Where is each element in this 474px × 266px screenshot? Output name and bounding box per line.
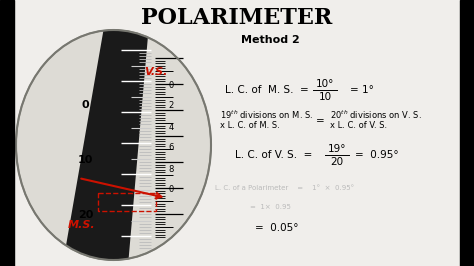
Polygon shape [64, 30, 148, 260]
Text: =  0.95°: = 0.95° [355, 150, 399, 160]
Text: 4: 4 [169, 123, 174, 131]
Text: 2: 2 [169, 102, 174, 110]
Text: 0: 0 [169, 81, 174, 89]
Ellipse shape [16, 30, 211, 260]
Text: $19^{th}$ divisions on M. S.: $19^{th}$ divisions on M. S. [220, 109, 313, 121]
Text: 8: 8 [169, 164, 174, 173]
Text: 0: 0 [169, 185, 174, 194]
Text: L. C. of a Polarimeter    =    1°  ×  0.95°: L. C. of a Polarimeter = 1° × 0.95° [215, 185, 354, 191]
Text: =  0.05°: = 0.05° [255, 223, 299, 233]
Text: = 1°: = 1° [350, 85, 374, 95]
Text: 10: 10 [319, 92, 331, 102]
Text: L. C. of V. S.  =: L. C. of V. S. = [235, 150, 312, 160]
Text: $20^{th}$ divisions on V. S.: $20^{th}$ divisions on V. S. [330, 109, 422, 121]
Bar [0, 0, 14, 266]
Text: 0: 0 [82, 100, 89, 110]
Text: POLARIMETER: POLARIMETER [141, 7, 333, 29]
Text: x L. C. of M. S.: x L. C. of M. S. [220, 122, 280, 131]
Text: 19°: 19° [328, 144, 346, 154]
Text: V.S.: V.S. [144, 67, 167, 77]
Text: 6: 6 [169, 143, 174, 152]
Text: L. C. of  M. S.  =: L. C. of M. S. = [225, 85, 309, 95]
Bar [460, 0, 474, 266]
Text: 20: 20 [78, 210, 93, 220]
Text: x L. C. of V. S.: x L. C. of V. S. [330, 122, 387, 131]
Text: 10: 10 [78, 155, 93, 165]
Text: =  1×  0.95: = 1× 0.95 [250, 204, 291, 210]
Text: 20: 20 [330, 157, 344, 167]
Text: M.S.: M.S. [68, 220, 95, 230]
Bar [99, 193, 156, 211]
Text: =: = [316, 116, 324, 126]
Text: Method 2: Method 2 [241, 35, 300, 45]
Text: 10°: 10° [316, 79, 334, 89]
